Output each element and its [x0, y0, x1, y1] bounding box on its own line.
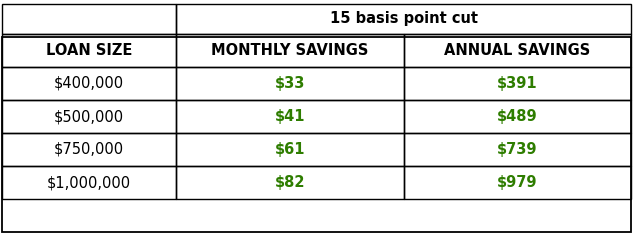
Text: $500,000: $500,000 [54, 109, 124, 124]
Text: $1,000,000: $1,000,000 [47, 175, 131, 190]
Text: LOAN SIZE: LOAN SIZE [46, 43, 132, 58]
Text: $41: $41 [275, 109, 305, 124]
Bar [176, 4, 631, 34]
Bar [176, 100, 404, 133]
Text: $33: $33 [275, 76, 305, 91]
Text: $391: $391 [497, 76, 538, 91]
Text: 15 basis point cut: 15 basis point cut [330, 12, 478, 26]
Bar [404, 34, 631, 67]
Bar [2, 37, 631, 232]
Bar [2, 67, 176, 100]
Text: $400,000: $400,000 [54, 76, 124, 91]
Bar [2, 34, 176, 67]
Bar [2, 166, 176, 199]
Text: $750,000: $750,000 [54, 142, 124, 157]
Bar [404, 166, 631, 199]
Bar [2, 133, 176, 166]
Bar [404, 67, 631, 100]
Text: ANNUAL SAVINGS: ANNUAL SAVINGS [444, 43, 591, 58]
Bar [176, 34, 404, 67]
Bar [2, 100, 176, 133]
Text: $979: $979 [497, 175, 537, 190]
Text: $61: $61 [275, 142, 305, 157]
Bar [404, 100, 631, 133]
Bar [404, 133, 631, 166]
Text: $739: $739 [497, 142, 537, 157]
Text: $489: $489 [497, 109, 538, 124]
Text: $82: $82 [275, 175, 305, 190]
Bar [176, 166, 404, 199]
Bar [2, 4, 176, 34]
Text: MONTHLY SAVINGS: MONTHLY SAVINGS [211, 43, 369, 58]
Bar [176, 67, 404, 100]
Bar [176, 133, 404, 166]
